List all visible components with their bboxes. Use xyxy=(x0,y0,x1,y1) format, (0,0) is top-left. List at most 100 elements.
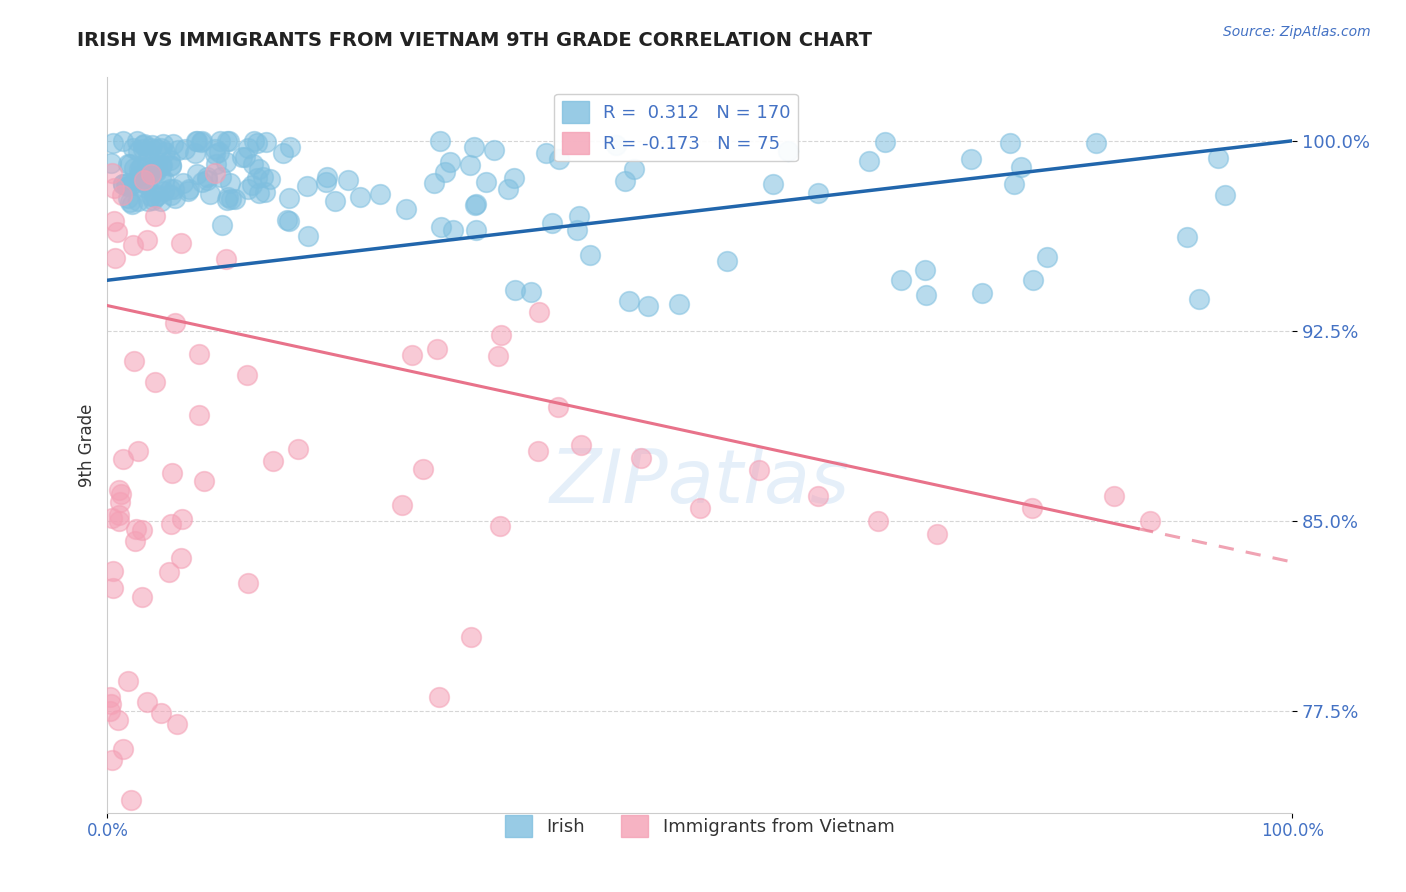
Point xyxy=(423,176,446,190)
Point xyxy=(128,169,150,183)
Point xyxy=(915,288,938,302)
Text: IRISH VS IMMIGRANTS FROM VIETNAM 9TH GRADE CORRELATION CHART: IRISH VS IMMIGRANTS FROM VIETNAM 9TH GRA… xyxy=(77,31,872,50)
Point xyxy=(1175,230,1198,244)
Point xyxy=(132,175,155,189)
Point xyxy=(127,194,149,208)
Point xyxy=(152,185,174,199)
Point xyxy=(186,134,208,148)
Point xyxy=(191,134,214,148)
Point xyxy=(474,175,496,189)
Point xyxy=(100,704,122,718)
Point xyxy=(149,194,172,208)
Point xyxy=(128,169,150,184)
Point xyxy=(186,168,208,182)
Point xyxy=(208,145,231,159)
Point xyxy=(125,134,148,148)
Point xyxy=(496,182,519,196)
Point xyxy=(150,140,173,154)
Point xyxy=(1139,514,1161,528)
Point xyxy=(276,212,298,227)
Point xyxy=(101,753,124,767)
Point xyxy=(295,178,318,193)
Point xyxy=(541,216,564,230)
Text: Source: ZipAtlas.com: Source: ZipAtlas.com xyxy=(1223,25,1371,39)
Point xyxy=(236,368,259,383)
Point xyxy=(124,533,146,548)
Point xyxy=(1206,151,1229,165)
Point xyxy=(112,178,135,192)
Point xyxy=(128,174,150,188)
Point xyxy=(125,522,148,536)
Point xyxy=(136,154,159,169)
Point xyxy=(101,166,124,180)
Point xyxy=(426,342,449,356)
Point xyxy=(159,158,181,172)
Point xyxy=(503,283,526,297)
Point xyxy=(101,136,124,150)
Point xyxy=(605,138,627,153)
Point xyxy=(111,742,134,756)
Point xyxy=(163,191,186,205)
Point xyxy=(149,159,172,173)
Point xyxy=(217,190,239,204)
Point xyxy=(233,150,256,164)
Point xyxy=(139,160,162,174)
Point xyxy=(716,253,738,268)
Point xyxy=(1188,292,1211,306)
Point xyxy=(323,194,346,209)
Point xyxy=(762,178,785,192)
Point xyxy=(460,630,482,644)
Point xyxy=(136,145,159,160)
Point xyxy=(108,495,131,509)
Point xyxy=(623,161,645,176)
Point xyxy=(315,175,337,189)
Point xyxy=(252,169,274,184)
Point xyxy=(998,136,1021,150)
Point xyxy=(105,226,128,240)
Point xyxy=(243,134,266,148)
Point xyxy=(209,170,232,185)
Point xyxy=(120,793,142,807)
Point xyxy=(434,165,457,179)
Point xyxy=(145,158,167,172)
Point xyxy=(349,190,371,204)
Point xyxy=(491,327,513,342)
Point xyxy=(131,590,153,604)
Point xyxy=(465,197,488,211)
Point xyxy=(200,187,222,202)
Point xyxy=(218,176,240,190)
Point xyxy=(427,690,450,705)
Point xyxy=(231,150,253,164)
Point xyxy=(689,501,711,516)
Point xyxy=(458,158,481,172)
Point xyxy=(395,202,418,216)
Point xyxy=(336,173,359,187)
Point xyxy=(98,690,121,705)
Point xyxy=(159,159,181,173)
Point xyxy=(527,305,550,319)
Point xyxy=(132,137,155,152)
Point xyxy=(215,252,238,267)
Point xyxy=(245,171,267,186)
Point xyxy=(127,145,149,159)
Point xyxy=(159,187,181,202)
Point xyxy=(122,354,145,368)
Point xyxy=(122,140,145,154)
Point xyxy=(195,170,218,185)
Point xyxy=(132,180,155,194)
Point xyxy=(101,510,124,524)
Point xyxy=(150,158,173,172)
Point xyxy=(925,526,948,541)
Y-axis label: 9th Grade: 9th Grade xyxy=(79,403,96,487)
Point xyxy=(188,346,211,360)
Point xyxy=(429,134,451,148)
Point xyxy=(146,142,169,156)
Point xyxy=(1104,489,1126,503)
Point xyxy=(368,186,391,201)
Point xyxy=(613,174,636,188)
Point xyxy=(132,173,155,187)
Point xyxy=(103,582,125,596)
Point xyxy=(391,498,413,512)
Point xyxy=(129,160,152,174)
Point xyxy=(204,142,226,156)
